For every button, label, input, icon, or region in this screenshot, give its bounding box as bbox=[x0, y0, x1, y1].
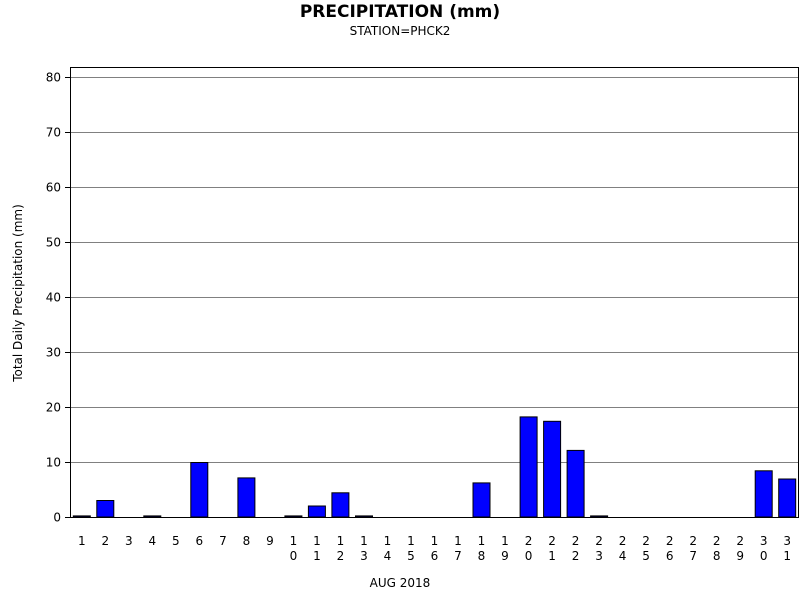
y-tick-label: 80 bbox=[46, 71, 61, 85]
x-tick-label: 9 bbox=[266, 534, 274, 548]
x-tick-label: 5 bbox=[172, 534, 180, 548]
axes bbox=[70, 67, 799, 518]
y-tick-label: 60 bbox=[46, 181, 61, 195]
bar-day-11 bbox=[307, 505, 326, 518]
y-tick-label: 0 bbox=[53, 511, 61, 525]
y-axis-label: Total Daily Precipitation (mm) bbox=[11, 204, 25, 383]
y-tick-label: 20 bbox=[46, 401, 61, 415]
y-tick-label: 40 bbox=[46, 291, 61, 305]
x-tick-label: 4 bbox=[148, 534, 156, 548]
bar-day-13 bbox=[355, 515, 373, 518]
gridlines bbox=[70, 77, 799, 463]
x-tick-label: 3 bbox=[125, 534, 133, 548]
y-tick-label: 10 bbox=[46, 456, 61, 470]
chart-subtitle: STATION=PHCK2 bbox=[350, 24, 451, 38]
chart-title: PRECIPITATION (mm) bbox=[300, 2, 500, 22]
y-tick-label: 50 bbox=[46, 236, 61, 250]
bar-day-1 bbox=[72, 515, 91, 518]
y-tick-label: 70 bbox=[46, 126, 61, 140]
x-axis-ticks: 1 2 3 4 5 6 7 8 9 1 01 11 21 31 41 51 61 71 81 92 02 12 22 32 42… bbox=[78, 534, 791, 563]
y-tick-label: 30 bbox=[46, 346, 61, 360]
x-axis-label: AUG 2018 bbox=[370, 576, 431, 590]
bar-day-31 bbox=[778, 478, 797, 518]
bar-day-2 bbox=[96, 500, 115, 518]
y-axis-ticks: 0 10 20 30 40 50 60 70 80 bbox=[46, 71, 70, 525]
x-tick-label: 7 bbox=[219, 534, 227, 548]
bar-day-10 bbox=[284, 515, 303, 518]
bar-day-23 bbox=[590, 515, 609, 518]
bar-day-30 bbox=[754, 470, 773, 518]
bar-day-6 bbox=[190, 462, 209, 518]
bar-series bbox=[72, 416, 797, 518]
bar-day-8 bbox=[237, 477, 256, 518]
bar-day-18 bbox=[472, 482, 491, 518]
bar-day-21 bbox=[543, 420, 562, 518]
bar-day-20 bbox=[519, 416, 538, 518]
bar-day-22 bbox=[566, 449, 585, 518]
x-tick-label: 6 bbox=[195, 534, 203, 548]
x-tick-label: 1 bbox=[78, 534, 86, 548]
bar-day-4 bbox=[143, 515, 162, 518]
x-tick-label: 8 bbox=[243, 534, 251, 548]
bar-day-12 bbox=[331, 492, 350, 518]
x-tick-label: 2 bbox=[101, 534, 109, 548]
